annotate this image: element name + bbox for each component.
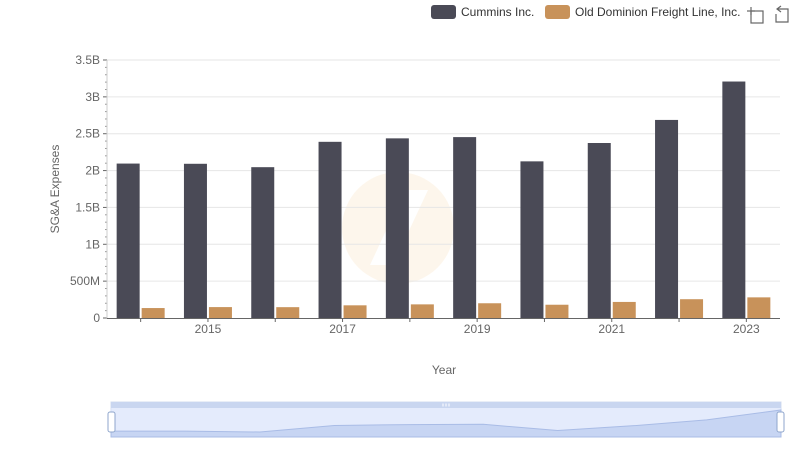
y-tick-label: 1.5B (75, 200, 100, 214)
bar-old-dominion-2018[interactable] (410, 304, 434, 318)
bar-cummins-2022[interactable] (655, 119, 679, 318)
y-tick-label: 2B (85, 164, 100, 178)
legend-swatch (545, 5, 570, 19)
bar-cummins-2019[interactable] (453, 137, 477, 318)
y-tick-label: 0 (93, 311, 100, 325)
x-tick-label: 2015 (195, 322, 222, 336)
y-axis-title: SG&A Expenses (48, 145, 62, 234)
y-tick-label: 3B (85, 90, 100, 104)
y-tick-label: 3.5B (75, 53, 100, 67)
bars (116, 81, 771, 319)
bar-cummins-2018[interactable] (385, 138, 409, 318)
restore-icon[interactable] (775, 5, 789, 23)
legend-label: Old Dominion Freight Line, Inc. (575, 5, 740, 19)
bar-cummins-2021[interactable] (587, 143, 611, 318)
bar-old-dominion-2021[interactable] (612, 301, 636, 318)
zoom-slider-left-handle[interactable] (107, 411, 116, 433)
legend-item-cummins[interactable]: Cummins Inc. (431, 5, 534, 19)
bar-cummins-2014[interactable] (116, 163, 140, 318)
zoom-slider[interactable] (107, 401, 785, 438)
bar-old-dominion-2023[interactable] (747, 297, 771, 318)
x-tick-label: 2017 (329, 322, 356, 336)
bar-old-dominion-2022[interactable] (680, 299, 704, 318)
bar-old-dominion-2019[interactable] (478, 303, 502, 318)
x-tick-label: 2023 (733, 322, 760, 336)
bar-cummins-2017[interactable] (318, 141, 342, 318)
bar-old-dominion-2014[interactable] (141, 308, 165, 318)
bar-cummins-2020[interactable] (520, 161, 544, 318)
legend-swatch (431, 5, 456, 19)
legend[interactable]: Cummins Inc. Old Dominion Freight Line, I… (431, 5, 740, 19)
legend-item-old-dominion[interactable]: Old Dominion Freight Line, Inc. (545, 5, 740, 19)
x-axis: 2015 2017 2019 2021 2023 (140, 318, 760, 336)
bar-cummins-2023[interactable] (722, 81, 746, 319)
bar-cummins-2016[interactable] (251, 167, 275, 318)
y-tick-label: 500M (70, 274, 100, 288)
bar-old-dominion-2016[interactable] (276, 307, 300, 318)
x-tick-label: 2021 (598, 322, 625, 336)
y-tick-label: 1B (85, 237, 100, 251)
y-tick-label: 2.5B (75, 127, 100, 141)
legend-label: Cummins Inc. (461, 5, 534, 19)
bar-old-dominion-2020[interactable] (545, 304, 569, 318)
zoom-icon[interactable] (747, 7, 764, 24)
bar-old-dominion-2017[interactable] (343, 305, 367, 318)
zoom-slider-preview (110, 409, 782, 438)
y-axis: 0 500M 1B 1.5B 2B 2.5B 3B 3.5B (70, 53, 108, 325)
x-axis-title: Year (432, 363, 456, 377)
zoom-slider-grip-icon (442, 403, 450, 407)
bar-cummins-2015[interactable] (183, 163, 207, 318)
bar-old-dominion-2015[interactable] (208, 307, 232, 318)
zoom-slider-right-handle[interactable] (776, 411, 785, 433)
x-tick-label: 2019 (464, 322, 491, 336)
